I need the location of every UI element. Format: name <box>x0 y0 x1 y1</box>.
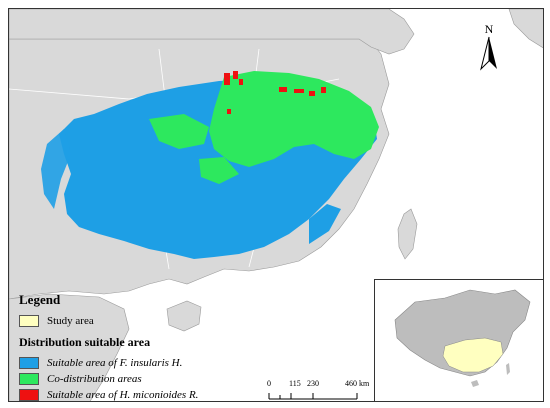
inset-study-area <box>442 337 504 373</box>
inset-hainan <box>471 380 479 387</box>
area-co-distribution-patch <box>149 114 209 149</box>
scale-tick-230: 230 <box>307 379 319 388</box>
scale-tick-115: 115 <box>289 379 301 388</box>
f-insularis-swatch <box>19 357 39 369</box>
land-korea <box>508 9 543 49</box>
legend: Legend Study area Distribution suitable … <box>19 292 379 401</box>
co-distribution-label: Co-distribution areas <box>47 373 142 385</box>
scale-tick-460: 460 km <box>345 379 370 388</box>
map-frame: N Legend Study area Distribution suitabl… <box>8 8 544 402</box>
f-insularis-label: Suitable area of F. insularis H. <box>47 357 183 369</box>
area-co-distribution-patch2 <box>199 157 239 184</box>
land-taiwan <box>397 208 418 260</box>
area-f-insularis-west <box>41 129 71 209</box>
inset-taiwan <box>506 363 510 375</box>
land-indochina <box>9 293 130 401</box>
legend-item-co-distribution: Co-distribution areas <box>19 371 379 387</box>
scale-bar: 0 115 230 460 km <box>267 379 377 401</box>
legend-item-h-miconioides: Suitable area of H. miconioides R. <box>19 387 379 401</box>
main-map: N <box>9 9 543 401</box>
legend-item-f-insularis: Suitable area of F. insularis H. <box>19 355 379 371</box>
north-label: N <box>485 22 494 36</box>
study-area-label: Study area <box>47 315 94 327</box>
h-miconioides-swatch <box>19 389 39 401</box>
h-miconioides-label: Suitable area of H. miconioides R. <box>47 389 199 401</box>
area-h-miconioides <box>224 71 326 114</box>
legend-title: Legend <box>19 292 61 307</box>
inset-map-svg <box>394 289 531 387</box>
scale-tick-0: 0 <box>267 379 271 388</box>
study-area-swatch <box>19 315 39 327</box>
scale-bar-graphic <box>268 393 358 400</box>
area-co-distribution <box>209 71 379 167</box>
land-hainan <box>166 300 202 332</box>
legend-study-area: Study area <box>19 313 379 329</box>
co-distribution-swatch <box>19 373 39 385</box>
legend-subtitle: Distribution suitable area <box>19 335 151 349</box>
north-arrow-icon <box>480 36 497 71</box>
inset-map <box>374 279 543 401</box>
land-north <box>9 9 415 55</box>
area-f-insularis-coast <box>309 204 341 244</box>
